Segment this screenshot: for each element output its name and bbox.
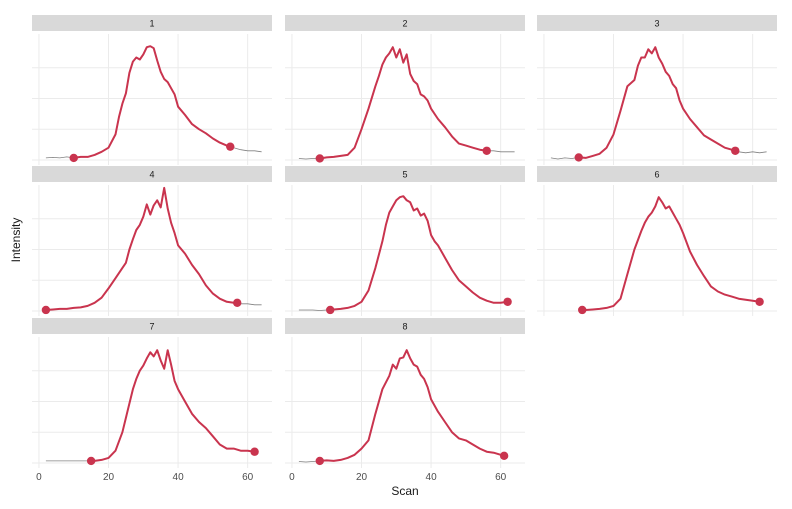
peak-highlight-line	[578, 46, 736, 159]
x-tick-label: 40	[426, 472, 438, 483]
facet-strip	[285, 15, 525, 31]
peak-end-point	[731, 146, 740, 155]
facet-label: 8	[402, 322, 407, 332]
facet-label: 5	[402, 170, 407, 180]
facet-strip	[285, 166, 525, 182]
facet-panel-1: 1	[32, 15, 272, 165]
x-tick-label: 0	[36, 472, 42, 483]
x-tick-label: 60	[242, 472, 254, 483]
trace-background-line	[582, 196, 760, 311]
facet-label: 6	[654, 170, 659, 180]
peak-highlight-line	[91, 349, 255, 462]
facet-panel-5: 5	[285, 166, 525, 316]
facet-strip	[285, 318, 525, 334]
facet-label: 3	[654, 19, 659, 29]
peak-end-point	[250, 447, 259, 456]
peak-highlight-line	[73, 45, 231, 159]
peak-end-point	[482, 146, 491, 155]
facet-strip	[537, 166, 777, 182]
peak-highlight-line	[319, 46, 487, 160]
facet-panel-3: 3	[537, 15, 777, 165]
facet-panel-7: 7	[32, 318, 272, 468]
trace-background-line	[45, 349, 255, 462]
peak-highlight-line	[582, 196, 760, 311]
peak-end-point	[503, 297, 512, 306]
facet-strip	[537, 15, 777, 31]
facet-label: 1	[149, 19, 154, 29]
facet-strip	[32, 166, 272, 182]
peak-end-point	[755, 297, 764, 306]
trace-background-line	[298, 46, 515, 160]
facet-panel-6: 6	[537, 166, 777, 316]
peak-start-point	[41, 305, 51, 315]
x-tick-label: 40	[173, 472, 185, 483]
trace-background-line	[45, 45, 262, 159]
peak-end-point	[233, 298, 242, 307]
peak-highlight-line	[330, 195, 508, 311]
trace-background-line	[298, 195, 508, 311]
facet-panel-2: 2	[285, 15, 525, 165]
facet-label: 4	[149, 170, 154, 180]
x-axis-title: Scan	[391, 484, 418, 498]
facet-panel-4: 4	[32, 166, 272, 316]
peak-start-point	[315, 154, 324, 163]
x-tick-label: 20	[356, 472, 368, 483]
trace-background-line	[550, 46, 767, 160]
peak-highlight-line	[319, 349, 505, 462]
peak-start-point	[69, 153, 78, 163]
facet-label: 7	[149, 322, 154, 332]
peak-start-point	[86, 456, 96, 466]
facet-label: 2	[402, 19, 407, 29]
trace-background-line	[298, 349, 508, 463]
peak-start-point	[574, 153, 583, 162]
peak-start-point	[326, 305, 335, 315]
peak-end-point	[226, 142, 235, 151]
x-tick-label: 0	[289, 472, 295, 483]
peak-start-point	[315, 456, 324, 466]
facet-strip	[32, 318, 272, 334]
facet-panel-8: 8	[285, 318, 525, 468]
peak-highlight-line	[45, 186, 238, 311]
y-axis-title: Intensity	[9, 218, 23, 263]
peak-start-point	[578, 305, 587, 315]
facet-strip	[32, 15, 272, 31]
peak-end-point	[499, 451, 509, 461]
x-tick-label: 60	[495, 472, 507, 483]
x-tick-label: 20	[103, 472, 115, 483]
